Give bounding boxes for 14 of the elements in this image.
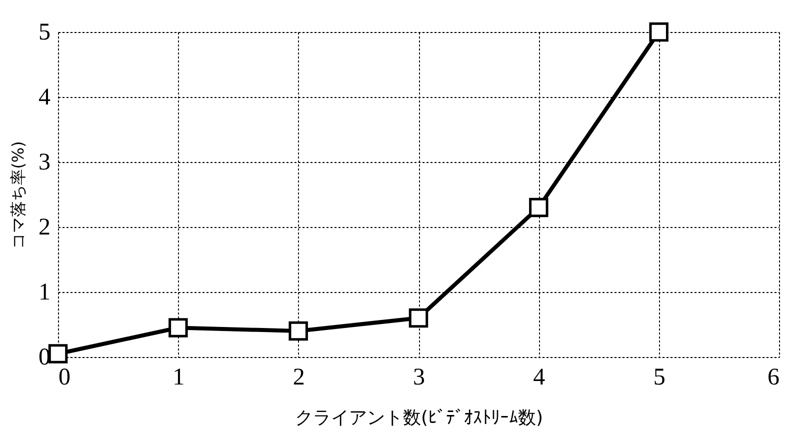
x-tick-label: 6 [768, 364, 780, 390]
x-tick-label: 1 [172, 364, 185, 390]
x-tick-label: 5 [653, 364, 666, 390]
y-tick-label: 5 [38, 20, 50, 46]
x-tick-label: 2 [292, 364, 305, 390]
x-tick-label: 4 [533, 364, 546, 390]
y-tick-label: 4 [38, 84, 50, 110]
y-tick-label: 1 [38, 280, 50, 306]
y-tick-label: 2 [38, 214, 50, 240]
x-tick-label: 0 [58, 364, 70, 390]
x-axis-title: クライアント数(ﾋﾞﾃﾞｵｽﾄﾘｰﾑ数) [294, 408, 544, 428]
y-tick-label: 3 [38, 150, 50, 176]
x-tick-label: 3 [413, 364, 425, 390]
y-axis-title: コマ落ち率(%) [8, 141, 28, 249]
